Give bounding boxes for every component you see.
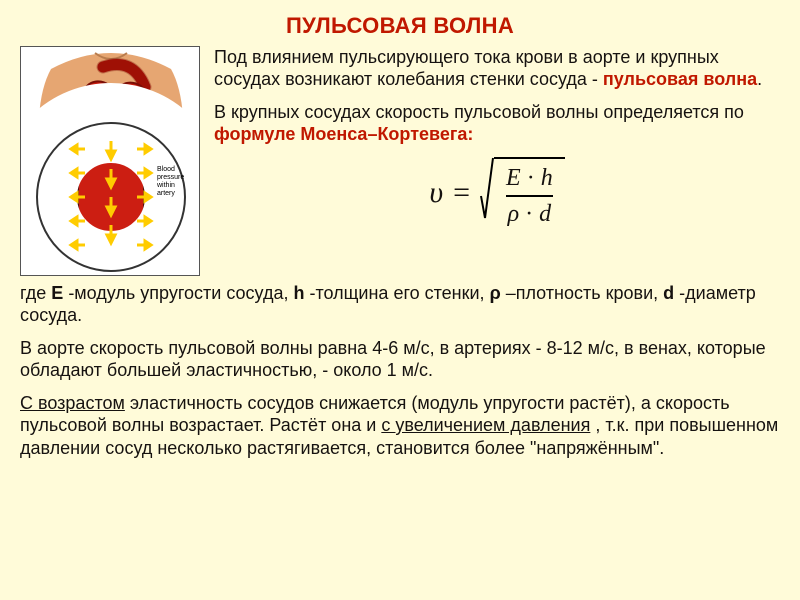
formula-lhs: υ — [429, 174, 443, 212]
moens-paragraph: В крупных сосудах скорость пульсовой вол… — [214, 101, 780, 146]
intro-post: . — [757, 69, 762, 89]
den-d: d — [539, 201, 551, 227]
fig-label-l3: within — [156, 182, 175, 189]
formula-fraction: E · h ρ · d — [504, 163, 555, 229]
num-h: h — [541, 165, 553, 191]
fig-label-l4: artery — [157, 190, 175, 197]
intro-term: пульсовая волна — [603, 69, 757, 89]
num-E: E — [506, 165, 521, 191]
legend-E: E — [51, 283, 63, 303]
den-rho: ρ — [508, 201, 520, 227]
formula-equals: = — [453, 174, 470, 212]
legend-dL: d — [663, 283, 674, 303]
closing-u2: с увеличением давления — [381, 415, 590, 435]
legend-d: –плотность крови, — [506, 283, 663, 303]
legend-h: h — [293, 283, 304, 303]
fig-label-l1: Blood — [157, 166, 175, 173]
legend-c: -толщина его стенки, — [309, 283, 489, 303]
legend-a: где — [20, 283, 51, 303]
figure-column: Blood pressure within artery — [20, 46, 200, 276]
dot1: · — [527, 165, 535, 191]
legend-b: -модуль упругости сосуда, — [68, 283, 293, 303]
square-root-icon: E · h ρ · d — [480, 156, 565, 230]
legend-rho: ρ — [490, 283, 501, 303]
anatomy-figure: Blood pressure within artery — [20, 46, 200, 276]
intro-paragraph: Под влиянием пульсирующего тока крови в … — [214, 46, 780, 91]
moens-term: формуле Моенса–Кортевега: — [214, 124, 473, 144]
dot2: · — [525, 201, 533, 227]
intro-column: Под влиянием пульсирующего тока крови в … — [214, 46, 780, 276]
closing-paragraph: С возрастом эластичность сосудов снижает… — [20, 392, 780, 460]
moens-korteweg-formula: υ = E · h ρ — [214, 156, 780, 230]
legend-paragraph: где E -модуль упругости сосуда, h -толщи… — [20, 282, 780, 327]
speeds-paragraph: В аорте скорость пульсовой волны равна 4… — [20, 337, 780, 382]
lower-text: где E -модуль упругости сосуда, h -толщи… — [20, 282, 780, 460]
moens-pre: В крупных сосудах скорость пульсовой вол… — [214, 102, 744, 122]
fig-label-l2: pressure — [157, 174, 184, 181]
closing-u1: С возрастом — [20, 393, 125, 413]
page-title: ПУЛЬСОВАЯ ВОЛНА — [20, 12, 780, 40]
top-section: Blood pressure within artery Под влияние… — [20, 46, 780, 276]
